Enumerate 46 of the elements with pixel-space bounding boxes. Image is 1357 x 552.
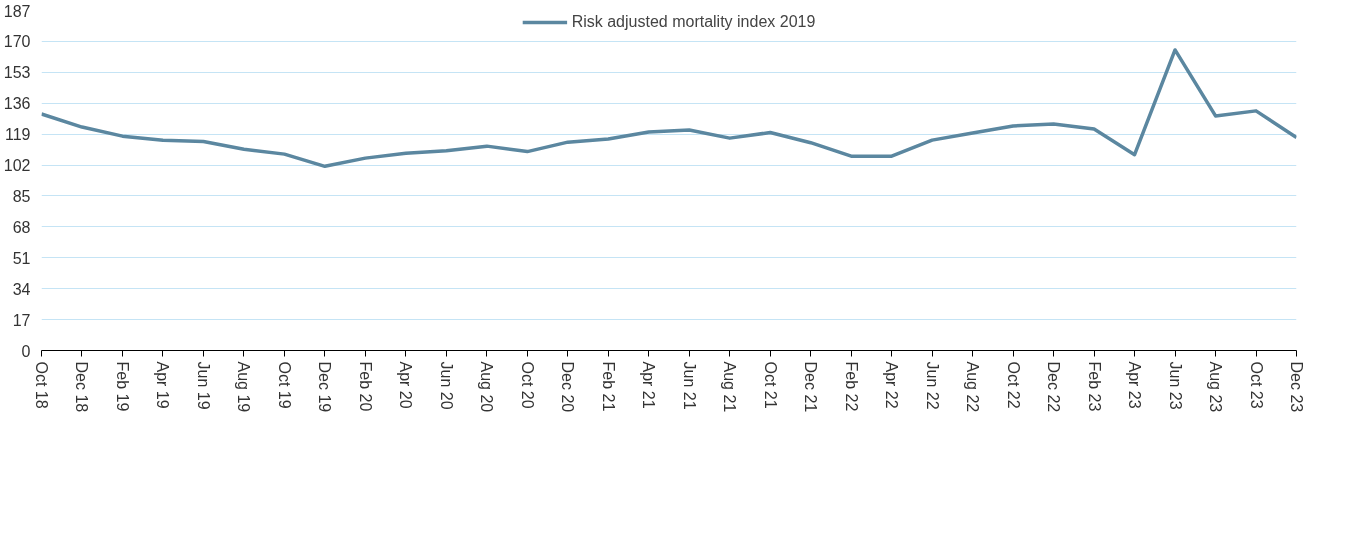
x-tick-label: Dec 19 [316,361,334,413]
y-tick-label: 51 [12,249,31,267]
x-tick-label: Aug 22 [964,361,982,413]
x-tick-label: Oct 21 [761,361,779,409]
y-tick-label: 68 [12,218,31,236]
y-tick-label: 119 [4,126,31,144]
x-tick-label: Apr 22 [883,361,901,409]
y-tick-label: 170 [3,33,31,51]
x-tick-label: Aug 20 [478,361,496,413]
x-tick-label: Dec 18 [73,361,91,413]
x-tick-label: Feb 20 [356,361,374,412]
y-tick-label: 102 [3,157,31,175]
x-tick-label: Aug 19 [235,361,253,413]
y-tick-label: 136 [3,95,31,113]
x-tick-label: Jun 23 [1166,361,1184,410]
y-tick-label: 153 [3,64,31,82]
x-tick-label: Jun 19 [194,361,212,410]
x-tick-label: Oct 19 [275,361,293,409]
x-tick-label: Dec 20 [559,361,577,413]
x-tick-label: Feb 19 [113,361,131,412]
x-tick-label: Oct 20 [518,361,536,409]
legend-label: Risk adjusted mortality index 2019 [571,13,816,31]
y-tick-label: 187 [3,2,31,20]
x-tick-label: Apr 23 [1126,361,1144,409]
x-tick-label: Oct 22 [1004,361,1022,409]
x-tick-label: Jun 20 [437,361,455,410]
x-tick-label: Dec 23 [1288,361,1305,413]
x-tick-label: Feb 23 [1085,361,1103,412]
x-tick-label: Apr 19 [154,361,172,409]
x-tick-label: Feb 21 [599,361,617,412]
x-tick-label: Aug 21 [721,361,739,413]
x-tick-label: Jun 22 [923,361,941,410]
y-tick-label: 17 [12,311,31,329]
line-series [41,48,1297,169]
y-tick-label: 34 [12,280,31,298]
x-tick-label: Oct 18 [33,361,50,409]
y-tick-label: 85 [12,187,31,205]
x-tick-label: Apr 20 [397,361,415,409]
x-tick-label: Apr 21 [640,361,658,409]
x-tick-label: Dec 22 [1045,361,1063,413]
x-tick-label: Jun 21 [680,361,698,410]
y-tick-label: 0 [21,342,31,360]
x-tick-label: Oct 23 [1247,361,1265,409]
x-tick-label: Dec 21 [802,361,820,413]
x-tick-label: Aug 23 [1207,361,1225,413]
x-tick-label: Feb 22 [842,361,860,412]
